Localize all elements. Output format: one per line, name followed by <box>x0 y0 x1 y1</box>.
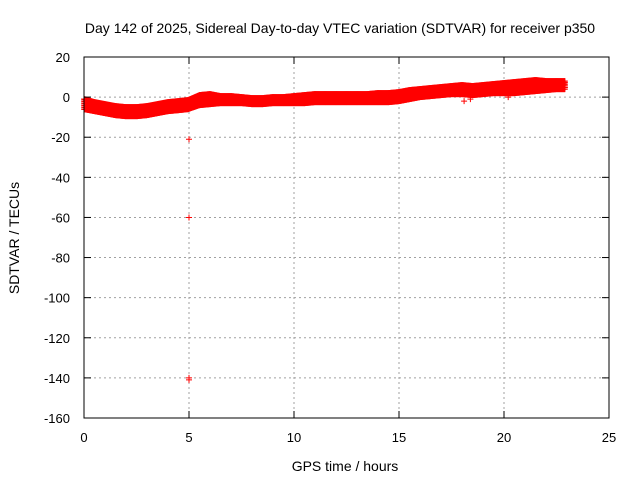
data-series <box>81 77 568 383</box>
chart-title: Day 142 of 2025, Sidereal Day-to-day VTE… <box>85 20 595 36</box>
grid <box>84 57 609 418</box>
